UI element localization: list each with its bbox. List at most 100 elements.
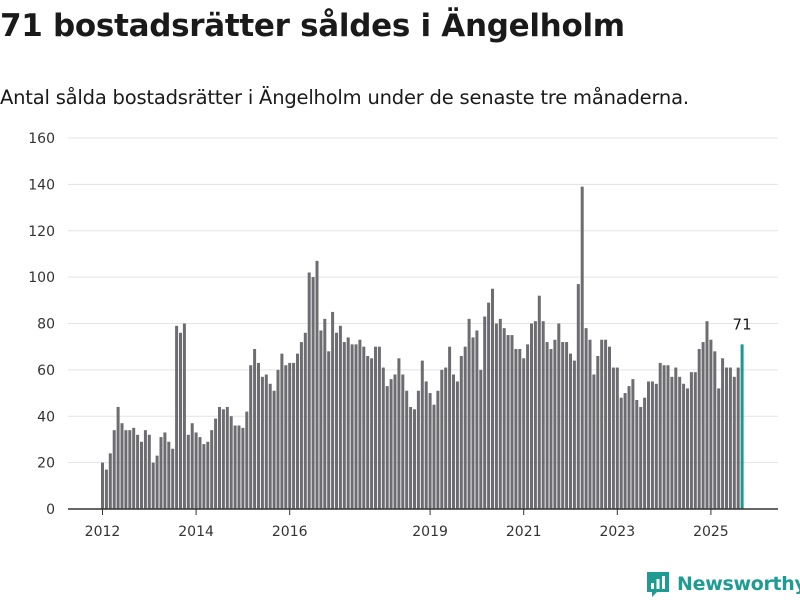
bar	[635, 400, 639, 509]
bar	[374, 346, 377, 509]
bar	[257, 362, 260, 509]
bar	[233, 425, 237, 509]
bar	[108, 453, 112, 509]
bar	[736, 367, 740, 509]
bar	[136, 434, 140, 509]
bar	[721, 358, 725, 509]
bar	[428, 393, 432, 509]
bar	[608, 346, 611, 509]
bar	[401, 374, 405, 509]
bar	[498, 318, 502, 509]
bar	[140, 441, 143, 509]
bar	[124, 430, 128, 509]
bar	[717, 388, 721, 509]
bar	[132, 427, 136, 509]
bar	[342, 342, 346, 509]
bar	[288, 362, 292, 509]
bar	[592, 374, 596, 509]
bar	[276, 369, 280, 510]
bar	[584, 328, 588, 509]
x-axis	[68, 508, 778, 515]
bar	[385, 386, 389, 509]
bar	[611, 367, 615, 509]
bar	[218, 406, 221, 509]
bar	[553, 339, 557, 509]
bar	[112, 430, 116, 509]
bar	[346, 337, 350, 509]
bar	[413, 409, 416, 509]
bar	[604, 339, 608, 509]
x-tick-label: 2021	[506, 524, 542, 540]
bar	[670, 376, 674, 509]
bar	[533, 321, 537, 509]
bar	[596, 355, 600, 509]
y-tick-label: 20	[37, 456, 55, 472]
bar	[303, 332, 307, 509]
bar	[674, 367, 678, 509]
bar	[409, 406, 413, 509]
bar	[506, 335, 510, 509]
bar	[264, 374, 268, 509]
bar	[366, 355, 370, 509]
bar	[557, 323, 561, 509]
page-subtitle: Antal sålda bostadsrätter i Ängelholm un…	[0, 86, 689, 109]
bar	[221, 409, 225, 509]
bar	[167, 441, 171, 509]
bar	[623, 393, 627, 509]
bar	[518, 349, 522, 509]
bar	[701, 342, 705, 509]
bar	[214, 418, 218, 509]
bar	[116, 406, 120, 509]
bar	[502, 328, 506, 509]
bar	[377, 346, 381, 509]
bar	[452, 374, 455, 509]
bar	[210, 430, 214, 509]
bar	[463, 346, 467, 509]
bar	[448, 346, 452, 509]
bar	[350, 344, 354, 509]
bar	[381, 367, 385, 509]
bar	[101, 462, 104, 510]
bar	[588, 339, 592, 509]
bar	[697, 349, 701, 509]
bar	[600, 339, 604, 509]
bar	[128, 430, 132, 509]
bar	[335, 332, 338, 509]
bar	[491, 288, 494, 509]
bar	[541, 321, 545, 509]
x-tick-label: 2012	[85, 524, 121, 540]
bar	[619, 397, 623, 509]
bar	[362, 346, 366, 509]
bar	[397, 358, 401, 509]
bar	[307, 272, 311, 509]
bar	[182, 323, 186, 509]
bar	[405, 390, 409, 509]
bar	[319, 330, 323, 509]
bar	[370, 358, 374, 509]
bar	[713, 351, 717, 509]
bar	[241, 427, 245, 509]
bar	[393, 374, 397, 509]
bar	[479, 369, 483, 510]
bar	[206, 441, 210, 509]
brand-name: Newsworthy	[677, 573, 800, 595]
y-tick-label: 100	[28, 270, 55, 286]
bar	[358, 339, 362, 509]
bar	[151, 462, 155, 510]
bar	[229, 416, 233, 509]
bar	[643, 397, 647, 509]
bar	[159, 437, 163, 509]
bar	[569, 353, 572, 509]
bar	[143, 430, 147, 509]
bar	[163, 432, 167, 509]
bar	[249, 365, 253, 509]
y-tick-label: 160	[28, 131, 55, 147]
bar	[245, 411, 249, 509]
bar	[572, 360, 576, 509]
bar	[467, 318, 471, 509]
bar	[471, 337, 475, 509]
bar	[225, 406, 229, 509]
bar	[682, 383, 686, 509]
bar	[576, 284, 580, 509]
